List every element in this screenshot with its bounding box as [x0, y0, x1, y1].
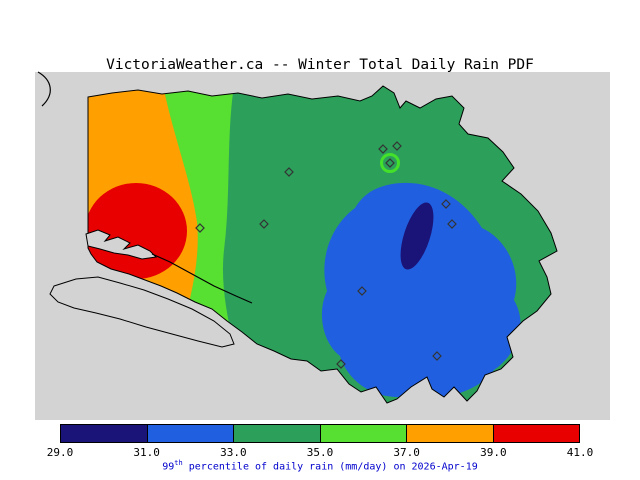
colorbar-tick-label: 33.0	[220, 446, 247, 459]
caption-prefix: 99	[162, 461, 175, 473]
colorbar-segment-2	[233, 425, 320, 442]
station-marker	[336, 359, 346, 369]
colorbar-segment-0	[61, 425, 147, 442]
colorbar-tick-label: 41.0	[566, 446, 594, 459]
station-markers-group	[195, 141, 457, 369]
coastline-outline	[87, 85, 558, 404]
sooke-inlet	[85, 229, 158, 260]
channel-line	[151, 253, 253, 304]
colorbar-segment-1	[146, 425, 233, 442]
page-title: VictoriaWeather.ca -- Winter Total Daily…	[106, 57, 534, 73]
colorbar-tick-label: 31.0	[133, 446, 160, 459]
station-marker	[385, 158, 395, 168]
colorbar-caption: 99th percentile of daily rain (mm/day) o…	[0, 459, 640, 472]
colorbar-tick-label: 29.0	[46, 446, 74, 459]
contour-29-31-core	[400, 202, 434, 270]
colorbar-segment-5	[492, 425, 579, 442]
colorbar-tick-label: 39.0	[480, 446, 507, 459]
station-marker	[378, 144, 388, 154]
station-marker	[195, 223, 205, 233]
contour-31-33-blob	[321, 182, 521, 398]
station-marker	[284, 167, 294, 177]
topleft-coast-fragment	[37, 71, 51, 107]
station-marker	[357, 286, 367, 296]
station-marker	[441, 199, 451, 209]
southwest-land-strip	[49, 276, 235, 348]
colorbar-tick-labels: 29.0 31.0 33.0 35.0 37.0 39.0 41.0	[47, 446, 594, 459]
station-marker	[432, 351, 442, 361]
colorbar-segment-3	[319, 425, 406, 442]
caption-rest: percentile of daily rain (mm/day) on 202…	[182, 461, 478, 473]
colorbar-tick-label: 35.0	[306, 446, 334, 459]
caption-superscript: th	[174, 459, 183, 467]
station-marker	[447, 219, 457, 229]
station-marker	[259, 219, 269, 229]
colorbar	[60, 424, 580, 443]
colorbar-segment-4	[406, 425, 493, 442]
colorbar-tick-label: 37.0	[393, 446, 420, 459]
highlighted-station-ring	[380, 153, 400, 173]
station-marker	[392, 141, 402, 151]
contour-39-41-core	[88, 183, 187, 279]
